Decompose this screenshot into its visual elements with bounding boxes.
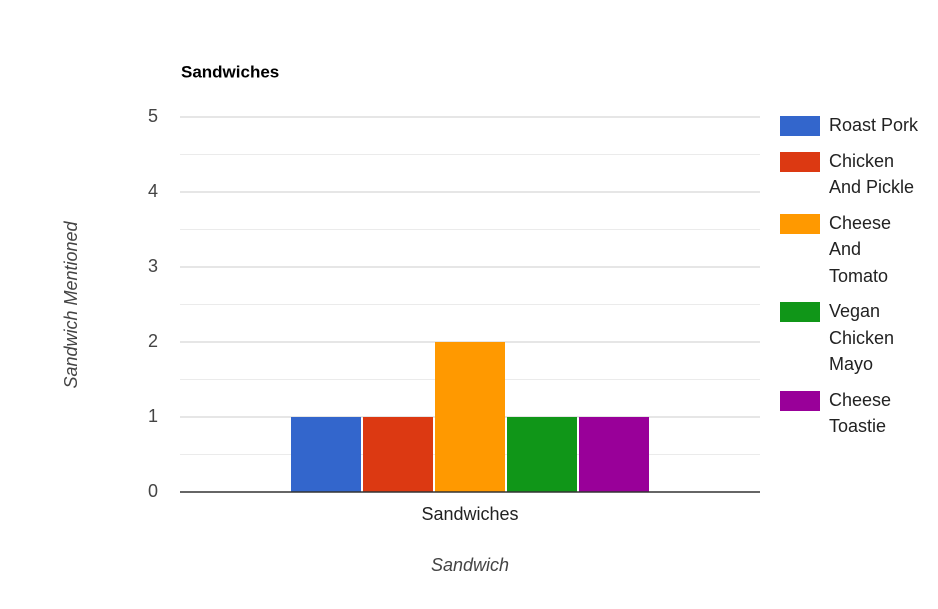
legend-label: Vegan Chicken Mayo [829, 301, 895, 374]
legend-label: Roast Pork [829, 115, 919, 135]
y-tick-label: 3 [148, 256, 158, 276]
legend-entry: Cheese Toastie [780, 387, 919, 440]
legend-swatch [780, 151, 820, 172]
legend-swatch [780, 116, 820, 136]
legend-swatch [780, 390, 820, 411]
x-axis-title: Sandwich [431, 555, 509, 575]
chart-title: Sandwiches [181, 62, 279, 81]
y-axis-title: Sandwich Mentioned [61, 220, 81, 388]
legend-label: Chicken And Pickle [829, 150, 915, 198]
legend-swatch [780, 302, 820, 322]
bar [579, 417, 649, 492]
y-tick-label: 4 [148, 181, 158, 201]
legend-label: Cheese And Tomato [829, 212, 892, 286]
y-tick-label: 2 [148, 331, 158, 351]
bar [435, 342, 505, 492]
bar [507, 417, 577, 492]
x-tick-label: Sandwiches [421, 504, 518, 524]
y-tick-label: 0 [148, 481, 158, 501]
legend-swatch [780, 213, 820, 234]
legend: Roast Pork Chicken And Pickle Cheese And T… [780, 112, 919, 440]
bar [363, 417, 433, 492]
legend-label: Cheese Toastie [829, 389, 892, 437]
legend-entry: Vegan Chicken Mayo [780, 298, 919, 378]
y-tick-label: 5 [148, 106, 158, 126]
legend-entry: Roast Pork [780, 112, 919, 139]
y-tick-label: 1 [148, 406, 158, 426]
bar [291, 417, 361, 492]
legend-entry: Chicken And Pickle [780, 148, 919, 201]
legend-entry: Cheese And Tomato [780, 210, 919, 290]
